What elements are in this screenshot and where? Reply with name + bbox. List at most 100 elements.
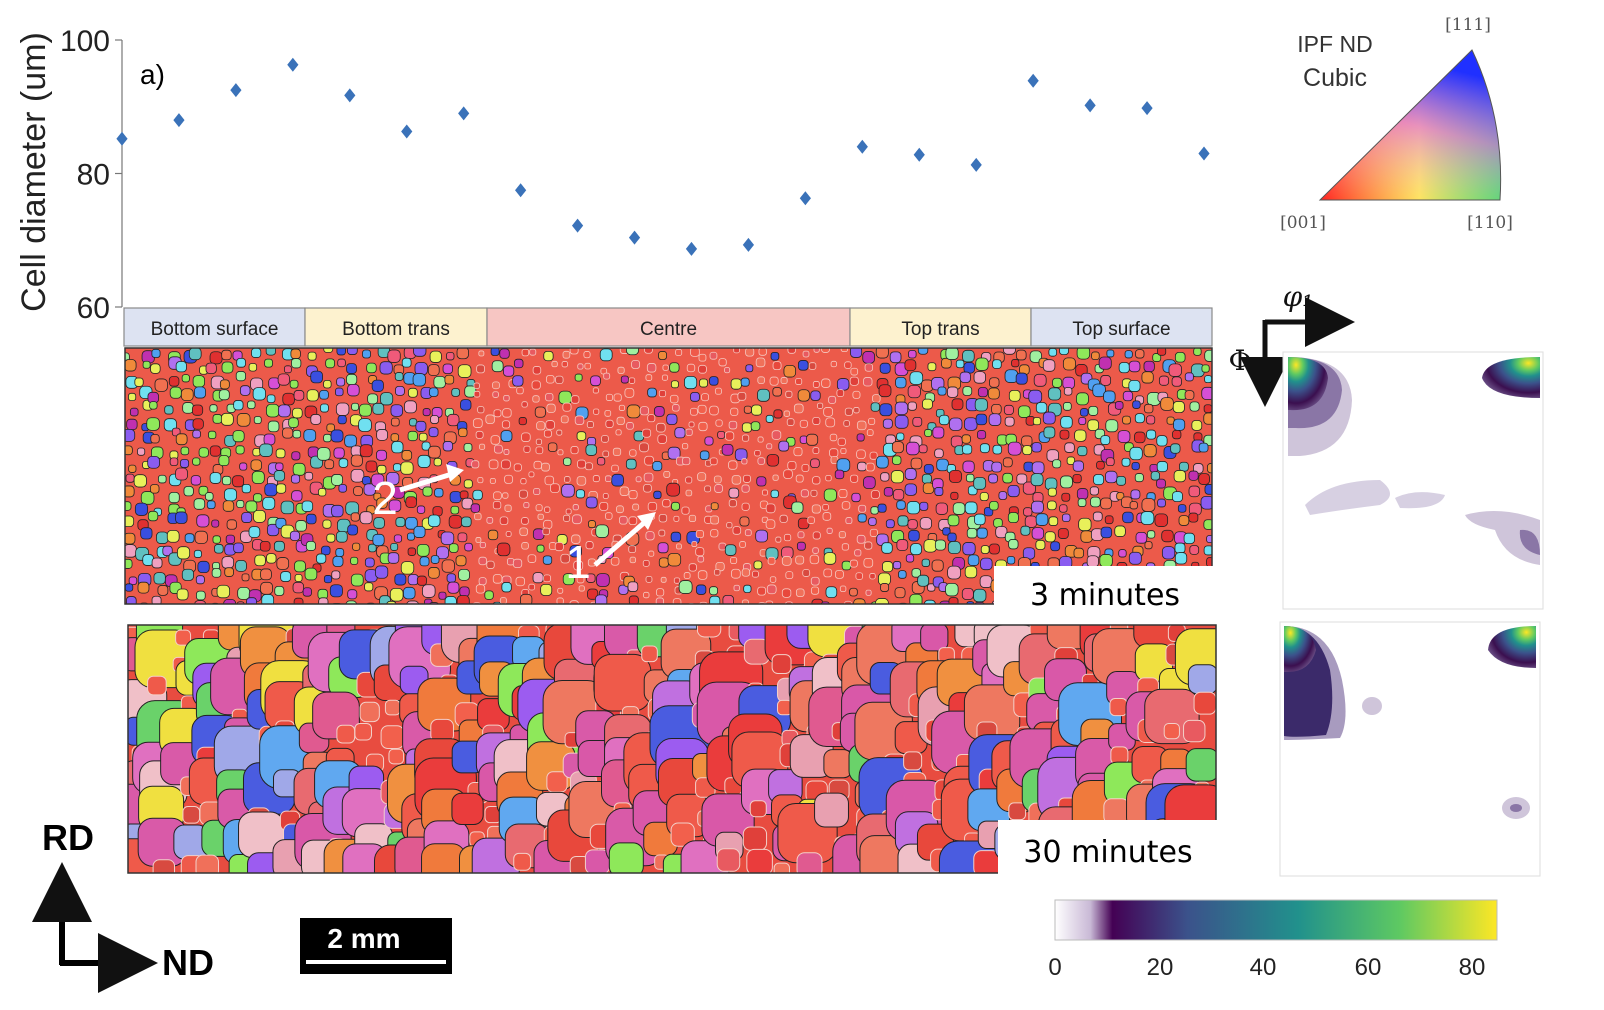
grain [613,606,621,614]
grain [1114,401,1124,410]
grain [546,403,556,413]
grain [1143,444,1157,458]
grain [1002,457,1013,468]
grain [739,516,750,527]
nd-label: ND [162,942,214,983]
grain [962,349,975,363]
grain [236,601,245,604]
grain [193,386,207,399]
grain [154,378,168,392]
grain [973,476,987,490]
grain [428,445,441,459]
grain [336,377,346,387]
grain [977,387,988,398]
grain [697,404,707,414]
grain [1157,498,1166,508]
grain [151,595,162,604]
grain [977,430,987,440]
grain [304,567,318,581]
grain [585,444,598,456]
grain [1184,390,1195,400]
grain [645,575,653,583]
grain [811,598,824,604]
grain [1105,419,1119,433]
grain [544,475,555,486]
grain [829,448,839,458]
grain [616,416,625,426]
grain [241,483,252,494]
grain [632,503,640,511]
grain [1008,389,1021,402]
grain [137,581,150,594]
grain [905,554,915,563]
data-point [799,191,811,206]
grain [660,576,667,583]
grain [658,529,666,537]
grain [980,557,993,571]
grain [192,457,201,466]
colorbar-tick-label: 20 [1147,954,1174,981]
grain [765,519,776,529]
grain [962,386,973,396]
grain [1060,416,1073,429]
grain [493,491,502,501]
grain [853,598,866,604]
grain [783,364,797,378]
grain [1035,402,1048,414]
grain [441,559,455,573]
grain [869,573,876,580]
grain [125,532,136,545]
grain [263,433,276,446]
grain [731,475,742,485]
grain [836,389,845,397]
grain [391,441,404,454]
grain [1128,551,1142,565]
grain [422,408,431,417]
grain [894,415,909,429]
grain [667,446,681,460]
grain [698,364,707,374]
grain [384,699,401,716]
grain [125,583,134,592]
grain [332,555,344,567]
grain [908,349,917,359]
grain [335,548,345,557]
grain [347,524,359,536]
grain [181,374,190,383]
grain [1201,364,1210,373]
grain [1028,389,1043,404]
grain [1150,471,1160,481]
grain [1031,461,1045,475]
grain [807,516,815,524]
grain [917,574,930,587]
grain [1143,403,1154,414]
grain [670,822,695,847]
grain [989,377,1000,388]
grain [593,408,600,415]
grain [534,406,546,418]
grain [125,445,133,456]
grain [690,348,700,357]
grain [775,536,782,543]
grain [1031,442,1042,453]
grain [473,382,480,389]
grain [611,464,619,473]
grain [152,859,176,873]
grain [1117,430,1131,443]
grain [464,542,473,552]
grain [1130,489,1141,500]
grain [947,386,959,398]
grain [875,598,889,604]
grain [451,792,484,825]
grain [709,595,721,604]
grain [335,402,350,416]
grain [620,375,629,384]
grain [521,542,529,550]
grain [221,475,232,486]
grain [575,489,585,499]
grain [599,348,613,362]
arrow-1-label: 1 [565,536,591,588]
grain [572,504,579,511]
grain [810,576,820,586]
